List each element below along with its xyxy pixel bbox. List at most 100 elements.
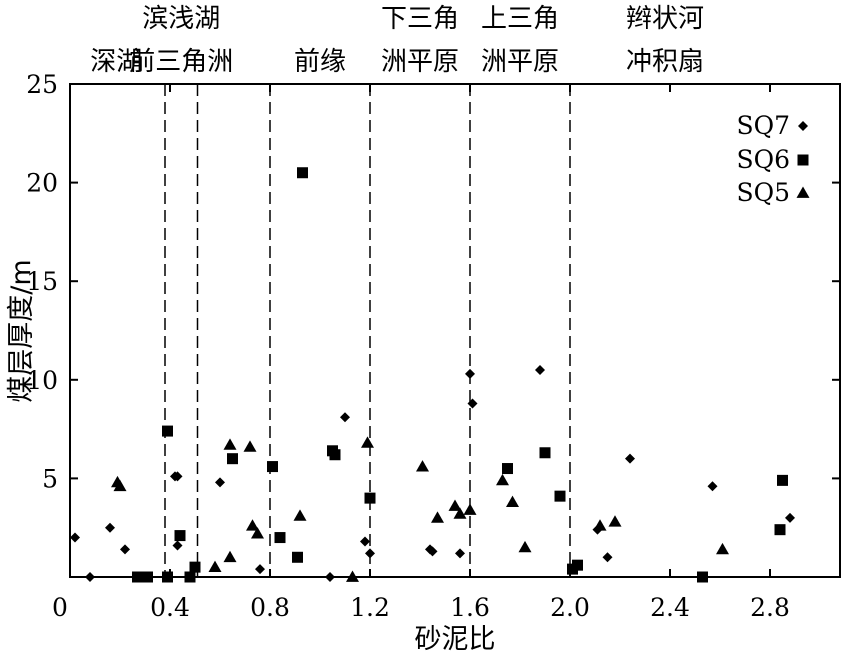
x-tick-label: 2.0 xyxy=(550,593,590,622)
axis-ticks: 0.4 0.8 1.2 1.6 2.0 2.4 2.8 5 10 15 20 25 xyxy=(26,70,840,622)
sq7-point xyxy=(785,512,795,523)
sq5-point xyxy=(496,473,509,486)
y-axis-origin-label: 0 xyxy=(52,593,68,622)
x-axis-title: 砂泥比 xyxy=(415,624,496,655)
sq6-point xyxy=(297,167,308,179)
legend-label: SQ6 xyxy=(736,145,790,174)
sq7-point xyxy=(467,398,478,409)
sq5-point xyxy=(251,527,264,539)
region-label: 前三角洲 xyxy=(129,47,233,77)
sq7-point xyxy=(535,364,545,375)
legend-marker xyxy=(797,154,809,166)
sq6-point xyxy=(174,530,186,542)
y-tick-label: 15 xyxy=(26,267,58,296)
boundary-lines xyxy=(164,84,571,577)
sq6-point xyxy=(162,425,173,437)
sq6-point xyxy=(554,490,566,502)
x-tick-label: 2.4 xyxy=(650,593,690,622)
sq5-point xyxy=(448,499,462,511)
sq6-point xyxy=(292,551,303,563)
sq7-point xyxy=(325,572,335,582)
sq5-point xyxy=(518,540,532,553)
sq6-point xyxy=(132,571,143,583)
sq7-point xyxy=(360,536,370,547)
y-tick-label: 20 xyxy=(26,169,58,198)
sq7-point xyxy=(255,564,265,575)
sq7-point xyxy=(455,548,465,559)
y-tick-label: 10 xyxy=(26,366,58,395)
sq6-point xyxy=(329,449,341,461)
region-label: 上三角 xyxy=(481,4,559,34)
sq6-point xyxy=(184,571,196,583)
sq5-point xyxy=(113,479,127,492)
sq7-point xyxy=(172,471,183,482)
x-tick-label: 1.6 xyxy=(450,593,490,622)
region-label: 前缘 xyxy=(294,47,346,77)
legend-marker xyxy=(796,186,810,198)
sq5-point xyxy=(246,519,259,531)
sq6-point xyxy=(539,447,551,459)
sq6-point xyxy=(142,571,153,583)
sq7-point xyxy=(625,453,635,464)
x-tick-label: 0.8 xyxy=(250,593,290,622)
sq5-point xyxy=(453,507,467,519)
x-tick-label: 2.8 xyxy=(750,593,790,622)
sq7-point xyxy=(465,368,475,379)
region-label: 洲平原 xyxy=(481,47,559,77)
sq5-point xyxy=(223,438,237,450)
y-tick-label: 5 xyxy=(42,464,58,493)
plot-frame xyxy=(69,83,841,578)
sq5-point xyxy=(506,495,519,507)
sq6-point xyxy=(267,461,278,473)
sq7-point xyxy=(340,412,350,423)
sq7-point xyxy=(105,522,115,533)
sq6-point xyxy=(227,453,238,465)
sq5-point xyxy=(223,550,237,563)
sq5-point xyxy=(243,440,257,452)
sq7-point xyxy=(602,552,613,563)
sq7-point xyxy=(85,572,95,582)
sq7-point xyxy=(707,481,718,492)
sq6-point xyxy=(189,561,201,573)
region-label: 滨浅湖 xyxy=(142,4,220,34)
sq7-point xyxy=(172,540,183,551)
sq5-point xyxy=(431,511,444,523)
sq5-point xyxy=(716,542,729,555)
x-tick-label: 1.2 xyxy=(350,593,390,622)
y-tick-label: 25 xyxy=(26,70,58,99)
sq6-point xyxy=(697,571,708,583)
sq5-point xyxy=(416,460,429,472)
sq6-point xyxy=(162,571,173,583)
sq5-point xyxy=(608,515,622,527)
sq6-point xyxy=(774,524,786,536)
sq7-point xyxy=(427,546,438,557)
sq7-point xyxy=(120,544,130,555)
sq7-point xyxy=(365,548,375,559)
region-label: 洲平原 xyxy=(381,47,459,77)
region-label: 深湖 xyxy=(90,47,142,77)
sq5-point xyxy=(346,570,359,582)
sq6-point xyxy=(274,532,286,544)
sq6-point xyxy=(777,474,788,486)
sq5-point xyxy=(361,436,374,448)
x-tick-label: 0.4 xyxy=(150,593,190,622)
sq5-point xyxy=(463,503,477,515)
sq6-point xyxy=(364,492,376,504)
region-label: 冲积扇 xyxy=(626,47,704,77)
sq7-point xyxy=(215,477,225,488)
sq5-point xyxy=(593,519,607,531)
data-points xyxy=(70,167,795,583)
legend: SQ7 SQ6 SQ5 xyxy=(736,111,810,207)
y-axis-title: 煤层厚度/m xyxy=(6,259,37,402)
sq6-point xyxy=(572,559,583,571)
sq6-point xyxy=(502,463,513,475)
region-label: 辫状河 xyxy=(626,4,704,34)
legend-marker xyxy=(798,121,808,131)
region-label: 下三角 xyxy=(381,4,459,34)
sq5-point xyxy=(293,509,307,521)
legend-label: SQ7 xyxy=(736,111,790,140)
legend-label: SQ5 xyxy=(736,178,790,207)
sq5-point xyxy=(208,560,222,573)
